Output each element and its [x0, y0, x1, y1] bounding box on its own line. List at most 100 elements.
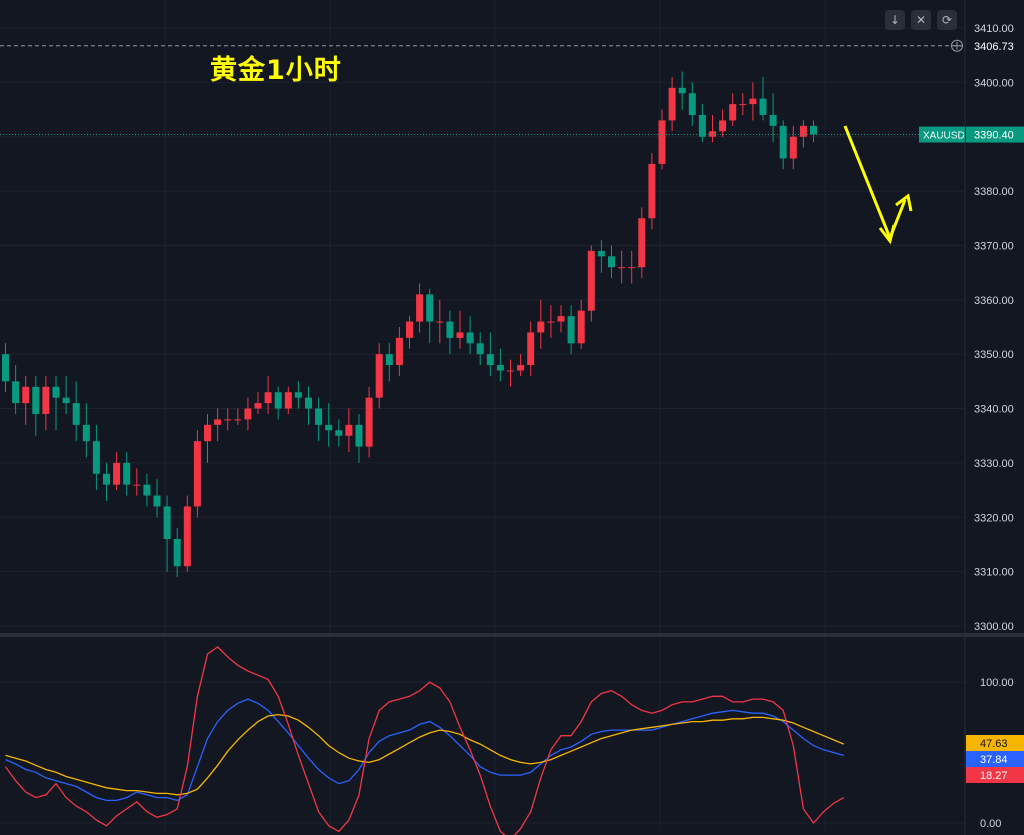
candle	[204, 424, 211, 442]
candle	[810, 125, 817, 135]
price-tick-label: 3310.00	[974, 567, 1014, 579]
candle	[375, 354, 383, 398]
chart-title: 黄金1小时	[210, 55, 342, 86]
kdj-k-line	[5, 698, 844, 802]
candle	[799, 125, 807, 137]
price-tick-label: 3350.00	[974, 349, 1014, 361]
candle	[335, 430, 343, 436]
candle	[12, 381, 20, 404]
candle	[325, 424, 333, 431]
candle	[254, 403, 262, 409]
price-tick-label: 3340.00	[974, 404, 1014, 416]
candle	[507, 370, 514, 372]
osc-tick-label: 0.00	[980, 818, 1001, 830]
candle	[779, 125, 787, 159]
candle	[527, 332, 535, 366]
pane-divider	[0, 633, 1024, 637]
collapse-icon[interactable]: ✕	[911, 10, 931, 30]
price-tick-label: 3400.00	[974, 77, 1014, 89]
last-price-label: 3390.40	[974, 130, 1014, 142]
kdj-d-line	[5, 713, 845, 796]
candle	[587, 250, 595, 311]
candle	[143, 484, 151, 496]
candle	[446, 321, 454, 338]
candle	[82, 424, 90, 442]
candle	[416, 294, 424, 322]
price-tick-label: 3330.00	[974, 458, 1014, 470]
candle	[729, 104, 737, 121]
candle	[517, 365, 525, 371]
symbol-label: XAUUSD	[923, 131, 965, 142]
candle	[739, 104, 747, 106]
candle	[406, 321, 413, 338]
candle	[608, 256, 615, 268]
candle	[638, 218, 646, 268]
candle	[789, 136, 797, 159]
candle	[284, 392, 292, 409]
candle	[305, 397, 312, 409]
candle	[274, 392, 282, 409]
candle	[133, 484, 141, 486]
candle	[486, 354, 494, 366]
candle	[22, 386, 30, 404]
candle	[163, 506, 171, 540]
crosshair-price-label: 3406.73	[974, 41, 1014, 53]
candle	[62, 397, 70, 404]
candle	[557, 316, 565, 322]
candle	[436, 321, 444, 323]
candle	[769, 114, 777, 126]
candle	[719, 120, 727, 132]
price-tick-label: 3360.00	[974, 295, 1014, 307]
price-tick-label: 3320.00	[974, 512, 1014, 524]
candle	[395, 337, 403, 366]
candle	[294, 392, 302, 398]
candle	[577, 310, 585, 344]
candle	[668, 87, 676, 121]
candle	[72, 403, 80, 425]
candle	[234, 419, 242, 421]
candle	[193, 441, 201, 507]
candle	[173, 539, 181, 567]
candle	[32, 386, 40, 414]
candle	[224, 419, 232, 421]
candle	[567, 316, 575, 344]
candle	[42, 386, 50, 414]
candle	[678, 87, 686, 94]
kdj-j-line	[4, 646, 845, 835]
candle	[113, 462, 121, 485]
price-tick-label: 3380.00	[974, 186, 1014, 198]
candle	[244, 408, 252, 420]
candle	[597, 250, 605, 257]
add-alert-icon	[951, 39, 963, 52]
refresh-icon[interactable]: ⟳	[937, 10, 957, 30]
candle	[345, 424, 353, 436]
candle	[264, 392, 272, 404]
candle	[658, 120, 666, 164]
candle	[103, 473, 110, 485]
candle	[688, 93, 696, 115]
candle	[385, 354, 393, 366]
candle	[749, 98, 757, 105]
candle	[426, 294, 434, 322]
candle	[214, 419, 222, 425]
arrow-head	[895, 193, 913, 212]
scroll-down-icon[interactable]: ↓	[885, 10, 905, 30]
kdj-d-tag	[966, 735, 1024, 751]
candle	[537, 321, 545, 333]
last-price-tag	[966, 126, 1024, 143]
kdj-k-tag	[966, 751, 1024, 767]
arrow-head	[878, 224, 896, 245]
candle	[496, 365, 504, 371]
price-tick-label: 3300.00	[974, 621, 1014, 633]
price-tick-label: 3410.00	[974, 23, 1014, 35]
candle	[315, 408, 323, 425]
price-tick-label: 3370.00	[974, 240, 1014, 252]
candle	[759, 98, 767, 115]
candle	[618, 267, 626, 269]
candle	[355, 424, 363, 447]
candle	[153, 495, 161, 507]
candle	[183, 506, 191, 567]
candle	[2, 354, 9, 382]
candle	[698, 114, 706, 137]
